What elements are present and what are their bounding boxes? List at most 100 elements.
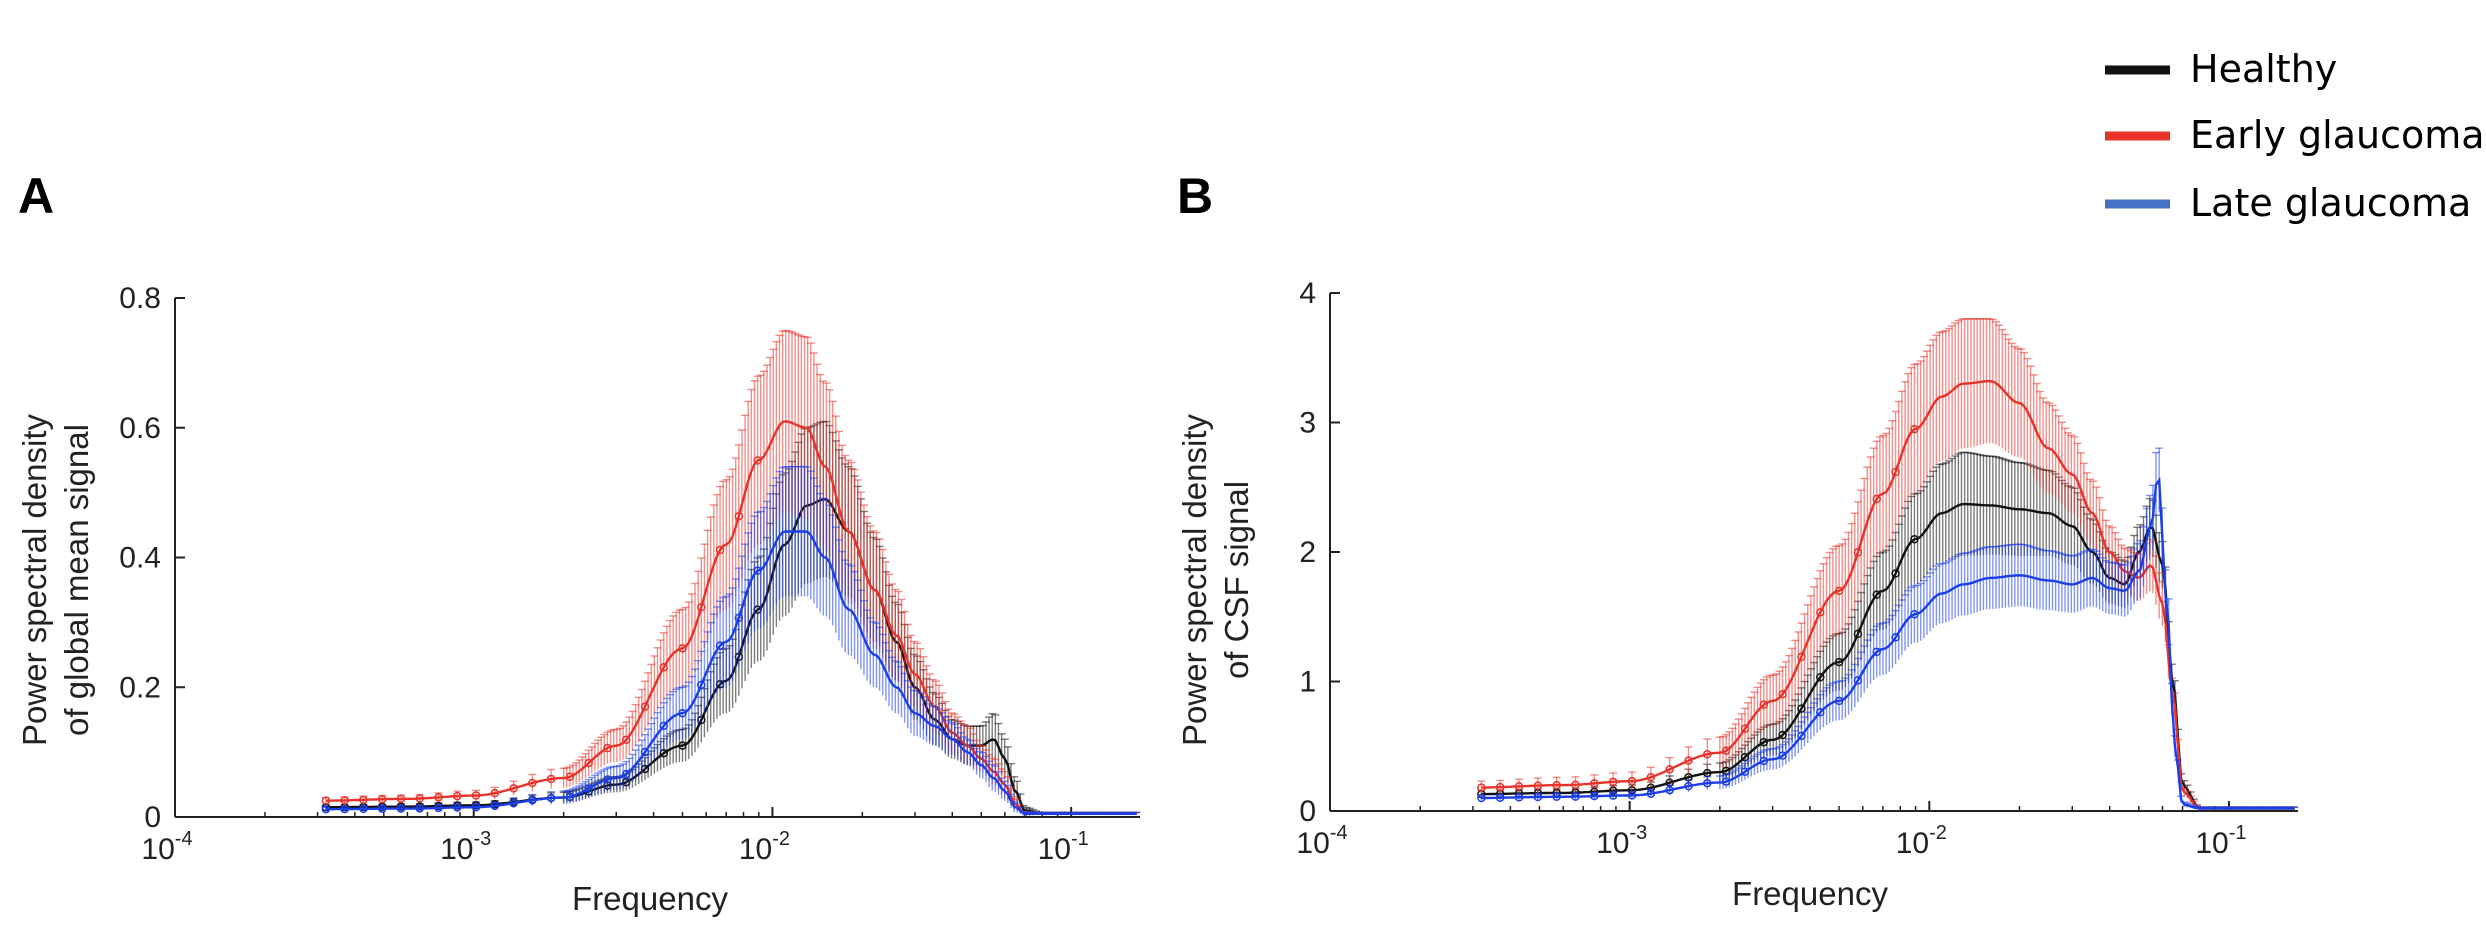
panel-a-marker: [603, 743, 612, 753]
panel-a-marker: [396, 794, 406, 804]
panel-a-marker: [340, 796, 349, 805]
panel-a-marker: [678, 644, 687, 653]
panel-a-marker: [640, 747, 650, 757]
panel-a-series-early-glaucoma: [321, 329, 1141, 816]
panel-a-marker: [621, 735, 631, 744]
panel-b-marker: [1816, 672, 1825, 682]
panel-b-marker: [1533, 792, 1543, 802]
panel-a-marker: [753, 566, 762, 575]
panel-a-marker: [697, 602, 706, 612]
panel-b-marker: [1665, 785, 1674, 795]
panel-a-marker: [546, 774, 556, 784]
panel-a-marker: [584, 784, 593, 793]
panel-a-series-healthy: [321, 420, 1141, 816]
panel-b-marker: [1778, 730, 1787, 740]
panel-a-marker: [621, 769, 631, 779]
panel-b-marker: [1740, 767, 1750, 776]
panel-a-mean-line-2: [325, 530, 1137, 815]
panel-a-plot: 0 0.2 0.4 0.6 0.8 10-4 10-3 10-2 10-1: [119, 282, 1141, 866]
panel-a-marker: [603, 775, 612, 784]
panel-b-marker: [1797, 704, 1806, 713]
panel-b-marker: [1608, 791, 1618, 800]
panel-a-marker: [453, 803, 462, 812]
panel-b-marker: [1740, 724, 1750, 733]
panel-a-errorbars-0: [321, 420, 1141, 816]
panel-a-marker: [509, 798, 518, 808]
panel-a-marker: [528, 796, 537, 805]
panel-b-marker: [1816, 608, 1825, 617]
panel-a-marker: [340, 804, 349, 814]
panel-a-mean-line-1: [325, 420, 1137, 815]
panel-a-marker: [321, 796, 331, 805]
panel-b-letter: B: [1177, 168, 1213, 224]
legend-label-healthy: Healthy: [2190, 47, 2337, 91]
panel-b-ylabel-line-1: Power spectral density: [1176, 414, 1213, 746]
panel-b-marker: [1495, 782, 1505, 792]
panel-b-marker: [1891, 633, 1900, 642]
panel-b-marker: [1703, 778, 1712, 788]
panel-a-marker: [584, 758, 593, 768]
panel-a: A Power spectral density of global mean …: [16, 168, 1141, 917]
panel-a-xtick-label: 10-3: [440, 828, 491, 866]
panel-a-errorbars-2: [321, 465, 1141, 816]
panel-b-marker: [1834, 586, 1844, 596]
panel-b-mean-line-1: [1481, 379, 2295, 810]
panel-a-marker: [697, 680, 706, 690]
panel-a-ylabel-line-1: Power spectral density: [16, 414, 53, 746]
panel-b-marker: [1834, 657, 1844, 667]
panel-a-xlabel: Frequency: [572, 880, 728, 917]
panel-a-marker: [678, 741, 687, 750]
panel-b-marker: [1721, 777, 1731, 786]
panel-b-marker: [1533, 781, 1543, 790]
panel-a-marker: [734, 613, 744, 623]
panel-b-marker: [1853, 629, 1863, 639]
panel-b-marker: [1759, 737, 1769, 747]
panel-b-xtick-label: 10-2: [1896, 822, 1947, 860]
panel-a-marker: [377, 794, 387, 804]
panel-b-marker: [1778, 751, 1787, 760]
panel-a-marker: [715, 641, 725, 650]
panel-b-ylabel: Power spectral density of CSF signal: [1176, 414, 1255, 746]
panel-a-ytick-label: 0: [144, 801, 161, 834]
panel-b-marker: [1778, 689, 1787, 699]
panel-b-marker: [1477, 783, 1486, 792]
panel-b-marker: [1514, 793, 1524, 802]
panel-a-marker: [359, 795, 368, 805]
panel-b-marker: [1552, 792, 1561, 802]
panel-b-ytick-label: 1: [1299, 666, 1316, 699]
panel-b-marker: [1552, 780, 1561, 790]
panel-a-marker: [434, 803, 443, 813]
panel-a-marker: [659, 748, 669, 758]
panel-b-marker: [1759, 700, 1769, 710]
panel-b-marker: [1665, 765, 1674, 774]
panel-b: B Power spectral density of CSF signal F…: [1176, 168, 2299, 912]
panel-a-marker: [490, 801, 500, 811]
legend-label-late-glaucoma: Late glaucoma: [2190, 181, 2471, 225]
panel-b-marker: [1910, 610, 1919, 619]
panel-b-xtick-label: 10-4: [1296, 822, 1347, 860]
panel-a-series-late-glaucoma: [321, 465, 1141, 816]
panel-b-marker: [1608, 777, 1618, 787]
panel-b-marker: [1834, 696, 1844, 706]
panel-b-marker: [1721, 746, 1731, 755]
panel-b-ytick-label: 4: [1299, 277, 1316, 310]
panel-b-marker: [1872, 494, 1882, 504]
panel-a-marker: [509, 784, 518, 793]
panel-a-mean-line-0: [325, 498, 1137, 815]
panel-b-xlabel: Frequency: [1732, 875, 1888, 912]
panel-b-marker: [1684, 756, 1693, 765]
legend: Healthy Early glaucoma Late glaucoma: [2105, 47, 2485, 225]
panel-b-marker: [1627, 791, 1637, 800]
panel-a-marker: [678, 708, 687, 718]
panel-b-marker: [1703, 749, 1712, 759]
panel-a-marker: [565, 792, 575, 802]
panel-a-marker: [734, 511, 744, 521]
panel-b-marker: [1853, 548, 1863, 557]
panel-b-xtick-label: 10-1: [2195, 822, 2246, 860]
panel-a-ytick-label: 0.6: [119, 412, 161, 445]
panel-b-marker: [1891, 467, 1900, 477]
panel-a-marker: [659, 663, 669, 672]
panel-a-xtick-label: 10-4: [141, 828, 192, 866]
panel-a-ylabel: Power spectral density of global mean si…: [16, 414, 95, 746]
